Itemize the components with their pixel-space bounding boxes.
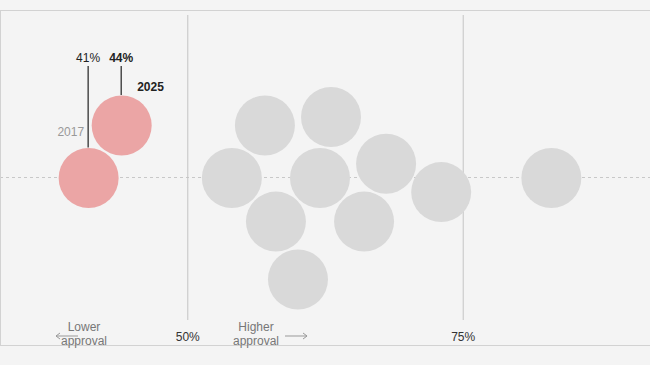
svg-text:50%: 50% [176, 330, 200, 344]
svg-text:75%: 75% [451, 330, 475, 344]
svg-text:2017: 2017 [57, 125, 84, 139]
svg-text:2025: 2025 [137, 80, 164, 94]
svg-text:44%: 44% [109, 51, 133, 65]
svg-text:Lowerapproval: Lowerapproval [61, 320, 107, 348]
svg-text:Higherapproval: Higherapproval [233, 320, 279, 348]
svg-text:41%: 41% [76, 51, 100, 65]
